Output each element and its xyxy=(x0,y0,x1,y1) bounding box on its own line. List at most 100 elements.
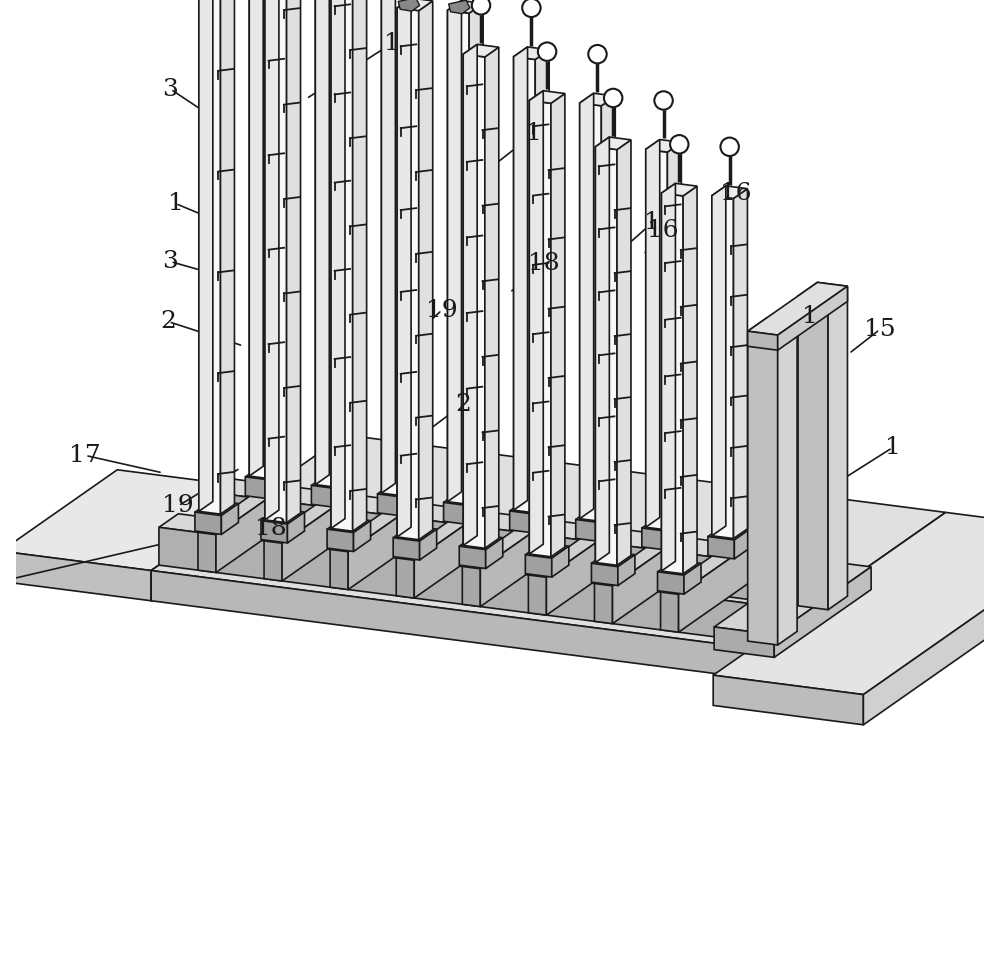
Polygon shape xyxy=(551,94,565,557)
Polygon shape xyxy=(535,49,549,513)
Polygon shape xyxy=(159,527,760,642)
Polygon shape xyxy=(315,0,329,484)
Circle shape xyxy=(538,43,556,61)
Polygon shape xyxy=(661,544,748,594)
Polygon shape xyxy=(282,494,352,581)
Polygon shape xyxy=(594,535,682,586)
Polygon shape xyxy=(198,484,286,535)
Polygon shape xyxy=(798,296,828,610)
Polygon shape xyxy=(714,627,774,657)
Polygon shape xyxy=(679,546,748,632)
Polygon shape xyxy=(733,189,747,539)
Polygon shape xyxy=(708,524,751,540)
Polygon shape xyxy=(642,528,668,550)
Polygon shape xyxy=(459,547,486,569)
Polygon shape xyxy=(514,47,549,59)
Polygon shape xyxy=(536,503,553,533)
Text: 1: 1 xyxy=(885,436,900,459)
Polygon shape xyxy=(713,513,1000,695)
Circle shape xyxy=(604,89,622,108)
Polygon shape xyxy=(778,322,797,645)
Polygon shape xyxy=(151,435,946,648)
Polygon shape xyxy=(448,11,469,505)
Polygon shape xyxy=(397,0,433,11)
Polygon shape xyxy=(348,503,418,589)
Text: 2: 2 xyxy=(161,310,177,333)
Polygon shape xyxy=(546,528,616,615)
Polygon shape xyxy=(272,468,289,499)
Polygon shape xyxy=(514,57,535,513)
Text: 3: 3 xyxy=(163,78,178,101)
Text: 1: 1 xyxy=(168,192,183,215)
Polygon shape xyxy=(249,0,263,476)
Polygon shape xyxy=(646,140,681,152)
Polygon shape xyxy=(594,583,613,624)
Polygon shape xyxy=(734,528,751,559)
Text: 15: 15 xyxy=(864,318,896,341)
Polygon shape xyxy=(576,508,619,523)
Polygon shape xyxy=(525,543,569,558)
Polygon shape xyxy=(658,560,701,576)
Circle shape xyxy=(720,138,739,156)
Polygon shape xyxy=(591,551,635,567)
Polygon shape xyxy=(462,517,550,569)
Polygon shape xyxy=(396,509,484,560)
Polygon shape xyxy=(287,0,301,522)
Polygon shape xyxy=(667,142,681,530)
Polygon shape xyxy=(151,489,267,601)
Polygon shape xyxy=(760,591,779,642)
Polygon shape xyxy=(381,0,395,493)
Polygon shape xyxy=(354,520,371,551)
Polygon shape xyxy=(330,549,348,589)
Polygon shape xyxy=(404,485,421,516)
Polygon shape xyxy=(470,494,487,525)
Polygon shape xyxy=(661,193,683,574)
Polygon shape xyxy=(463,54,485,548)
Polygon shape xyxy=(510,499,553,515)
Polygon shape xyxy=(195,500,238,516)
Polygon shape xyxy=(1,551,151,601)
Text: 16: 16 xyxy=(647,219,679,242)
Circle shape xyxy=(472,0,490,15)
Polygon shape xyxy=(748,318,797,335)
Polygon shape xyxy=(463,45,499,57)
Polygon shape xyxy=(748,331,778,350)
Polygon shape xyxy=(414,512,484,598)
Polygon shape xyxy=(448,1,461,502)
Polygon shape xyxy=(159,514,779,605)
Polygon shape xyxy=(377,482,421,497)
Polygon shape xyxy=(261,509,304,524)
Polygon shape xyxy=(327,517,371,533)
Polygon shape xyxy=(264,492,352,544)
Text: 3: 3 xyxy=(163,250,178,273)
Polygon shape xyxy=(617,140,631,565)
Polygon shape xyxy=(463,45,477,546)
Polygon shape xyxy=(420,529,437,560)
Polygon shape xyxy=(713,675,863,725)
Polygon shape xyxy=(774,567,871,657)
Polygon shape xyxy=(580,103,601,521)
Polygon shape xyxy=(221,504,238,535)
Polygon shape xyxy=(462,567,480,607)
Polygon shape xyxy=(646,149,667,530)
Polygon shape xyxy=(330,501,418,551)
Polygon shape xyxy=(752,513,946,678)
Polygon shape xyxy=(480,520,550,607)
Polygon shape xyxy=(459,534,503,549)
Polygon shape xyxy=(712,186,726,536)
Circle shape xyxy=(654,91,673,109)
Text: 1: 1 xyxy=(802,305,818,328)
Polygon shape xyxy=(528,575,546,615)
Polygon shape xyxy=(529,91,543,554)
Polygon shape xyxy=(397,8,419,540)
Polygon shape xyxy=(810,556,829,608)
Polygon shape xyxy=(525,554,552,578)
Polygon shape xyxy=(419,1,433,540)
Polygon shape xyxy=(221,0,234,515)
Polygon shape xyxy=(338,477,355,508)
Polygon shape xyxy=(245,465,289,481)
Text: 17: 17 xyxy=(69,444,101,467)
Polygon shape xyxy=(209,479,829,570)
Polygon shape xyxy=(337,0,351,487)
Polygon shape xyxy=(209,492,810,608)
